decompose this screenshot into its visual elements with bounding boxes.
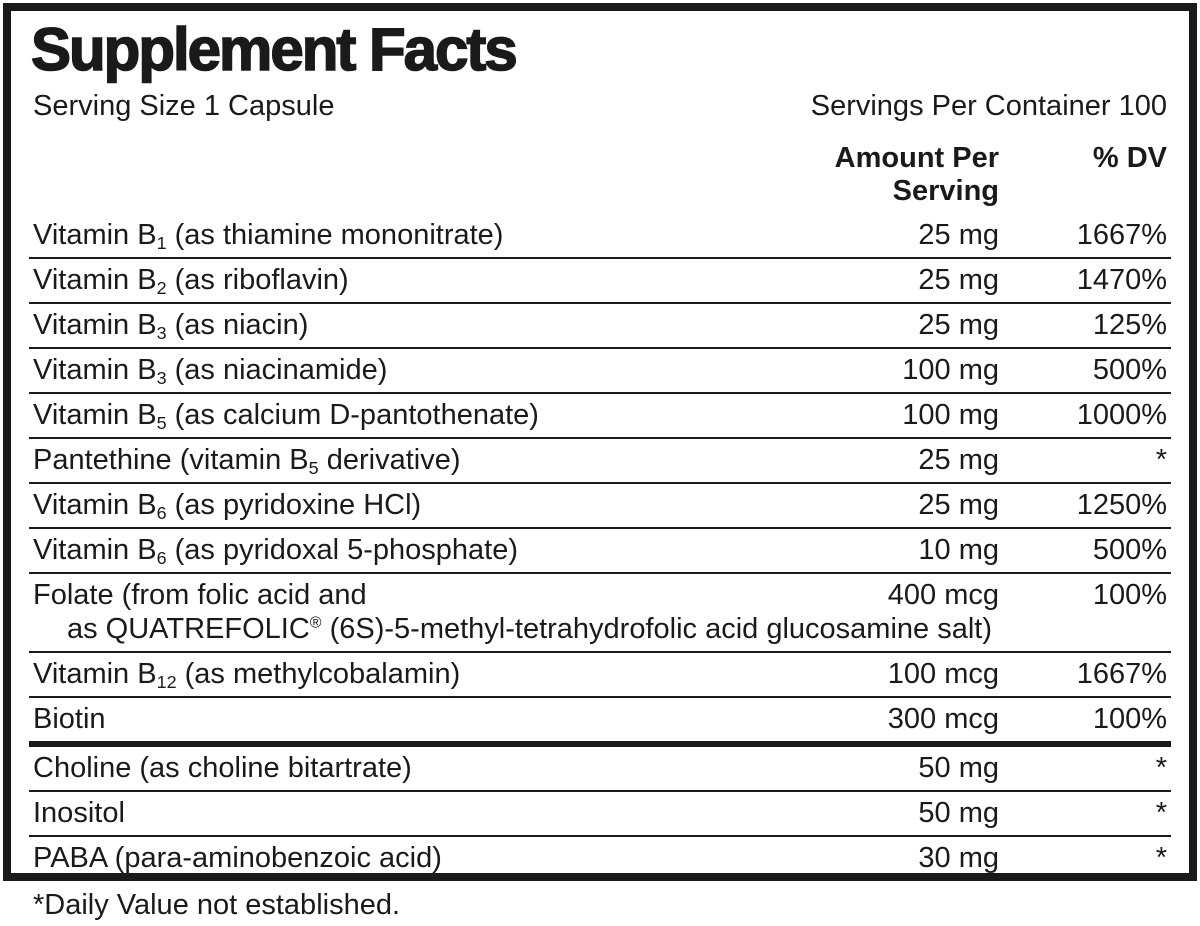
supplement-facts-panel: Supplement Facts Serving Size 1 Capsule … (3, 3, 1197, 921)
nutrient-name: Vitamin B5 (as calcium D-pantothenate) (33, 399, 539, 434)
nutrient-name-subscript: 2 (156, 278, 167, 299)
nutrient-dv: 100% (1092, 579, 1167, 612)
table-row: PABA (para-aminobenzoic acid) 30 mg * (29, 835, 1171, 880)
nutrient-name: Vitamin B12 (as methylcobalamin) (33, 658, 461, 693)
table-row: Vitamin B12 (as methylcobalamin) 100 mcg… (29, 651, 1171, 696)
nutrient-dv: 100% (1092, 703, 1167, 736)
nutrient-amount: 100 mg (902, 399, 999, 432)
nutrient-amount: 100 mcg (887, 658, 999, 691)
nutrient-name: Biotin (33, 703, 106, 736)
nutrient-name: Vitamin B3 (as niacinamide) (33, 354, 388, 389)
table-row: Vitamin B1 (as thiamine mononitrate) 25 … (29, 214, 1171, 257)
registered-trademark-symbol: ® (309, 614, 322, 632)
servings-per-container-text: Servings Per Container 100 (810, 90, 1167, 123)
nutrient-name: Vitamin B6 (as pyridoxal 5-phosphate) (33, 534, 518, 569)
nutrient-name: Vitamin B6 (as pyridoxine HCl) (33, 489, 422, 524)
table-row: Biotin 300 mcg 100% (29, 696, 1171, 741)
table-row: Pantethine (vitamin B5 derivative) 25 mg… (29, 437, 1171, 482)
nutrient-name-subscript: 12 (156, 672, 177, 693)
nutrient-name-subscript: 5 (156, 413, 167, 434)
nutrient-name-subscript: 6 (156, 548, 167, 569)
nutrient-name: Pantethine (vitamin B5 derivative) (33, 444, 461, 479)
nutrient-amount: 25 mg (918, 219, 999, 252)
nutrient-dv: 500% (1092, 354, 1167, 387)
nutrient-dv: * (1155, 752, 1167, 785)
table-row: Choline (as choline bitartrate) 50 mg * (29, 741, 1171, 790)
nutrient-name: Choline (as choline bitartrate) (33, 752, 412, 785)
nutrient-amount: 400 mcg (887, 579, 999, 612)
nutrient-name: PABA (para-aminobenzoic acid) (33, 842, 442, 875)
table-row: Vitamin B3 (as niacin) 25 mg 125% (29, 302, 1171, 347)
table-row: Vitamin B2 (as riboflavin) 25 mg 1470% (29, 257, 1171, 302)
nutrient-dv: * (1155, 444, 1167, 477)
nutrient-name: Vitamin B3 (as niacin) (33, 309, 309, 344)
table-row: Inositol 50 mg * (29, 790, 1171, 835)
nutrient-name: Vitamin B2 (as riboflavin) (33, 264, 349, 299)
nutrient-dv: 1000% (1076, 399, 1167, 432)
nutrient-amount: 25 mg (918, 309, 999, 342)
nutrient-name-subscript: 1 (156, 233, 167, 254)
table-row: Folate (from folic acid and 400 mcg 100%… (29, 572, 1171, 651)
panel-title: Supplement Facts (30, 16, 518, 83)
table-row: Vitamin B6 (as pyridoxine HCl) 25 mg 125… (29, 482, 1171, 527)
nutrient-name: Vitamin B1 (as thiamine mononitrate) (33, 219, 504, 254)
serving-info-row: Serving Size 1 Capsule Servings Per Cont… (29, 80, 1171, 135)
nutrient-amount: 30 mg (918, 842, 999, 875)
nutrient-rows: Vitamin B1 (as thiamine mononitrate) 25 … (29, 214, 1171, 880)
nutrient-dv: * (1155, 797, 1167, 830)
nutrient-name-subscript: 5 (308, 458, 319, 479)
nutrient-dv: 125% (1092, 309, 1167, 342)
nutrient-name: Folate (from folic acid and (33, 579, 367, 612)
nutrient-amount: 25 mg (918, 489, 999, 522)
nutrient-dv: 1667% (1076, 219, 1167, 252)
table-row: Vitamin B3 (as niacinamide) 100 mg 500% (29, 347, 1171, 392)
nutrient-name-line2: as QUATREFOLIC® (6S)-5-methyl-tetrahydro… (67, 613, 993, 646)
nutrient-amount: 50 mg (918, 752, 999, 785)
table-row: Vitamin B6 (as pyridoxal 5-phosphate) 10… (29, 527, 1171, 572)
nutrient-amount: 10 mg (918, 534, 999, 567)
amount-column-header: Amount Per Serving (834, 142, 999, 208)
nutrient-amount: 25 mg (918, 264, 999, 297)
serving-size-text: Serving Size 1 Capsule (33, 90, 335, 123)
nutrient-amount: 25 mg (918, 444, 999, 477)
nutrient-amount: 300 mcg (887, 703, 999, 736)
nutrient-name-subscript: 3 (156, 368, 167, 389)
nutrient-name: Inositol (33, 797, 125, 830)
table-row: Vitamin B5 (as calcium D-pantothenate) 1… (29, 392, 1171, 437)
nutrient-dv: 1250% (1076, 489, 1167, 522)
nutrient-dv: 1470% (1076, 264, 1167, 297)
dv-column-header: % DV (1092, 142, 1167, 175)
nutrient-amount: 100 mg (902, 354, 999, 387)
column-header-row: Amount Per Serving % DV (29, 135, 1171, 214)
nutrient-amount: 50 mg (918, 797, 999, 830)
nutrient-name-subscript: 3 (156, 323, 167, 344)
nutrient-name-subscript: 6 (156, 503, 167, 524)
daily-value-footnote: *Daily Value not established. (33, 889, 401, 922)
nutrient-dv: 500% (1092, 534, 1167, 567)
nutrient-dv: * (1155, 842, 1167, 875)
nutrient-dv: 1667% (1076, 658, 1167, 691)
